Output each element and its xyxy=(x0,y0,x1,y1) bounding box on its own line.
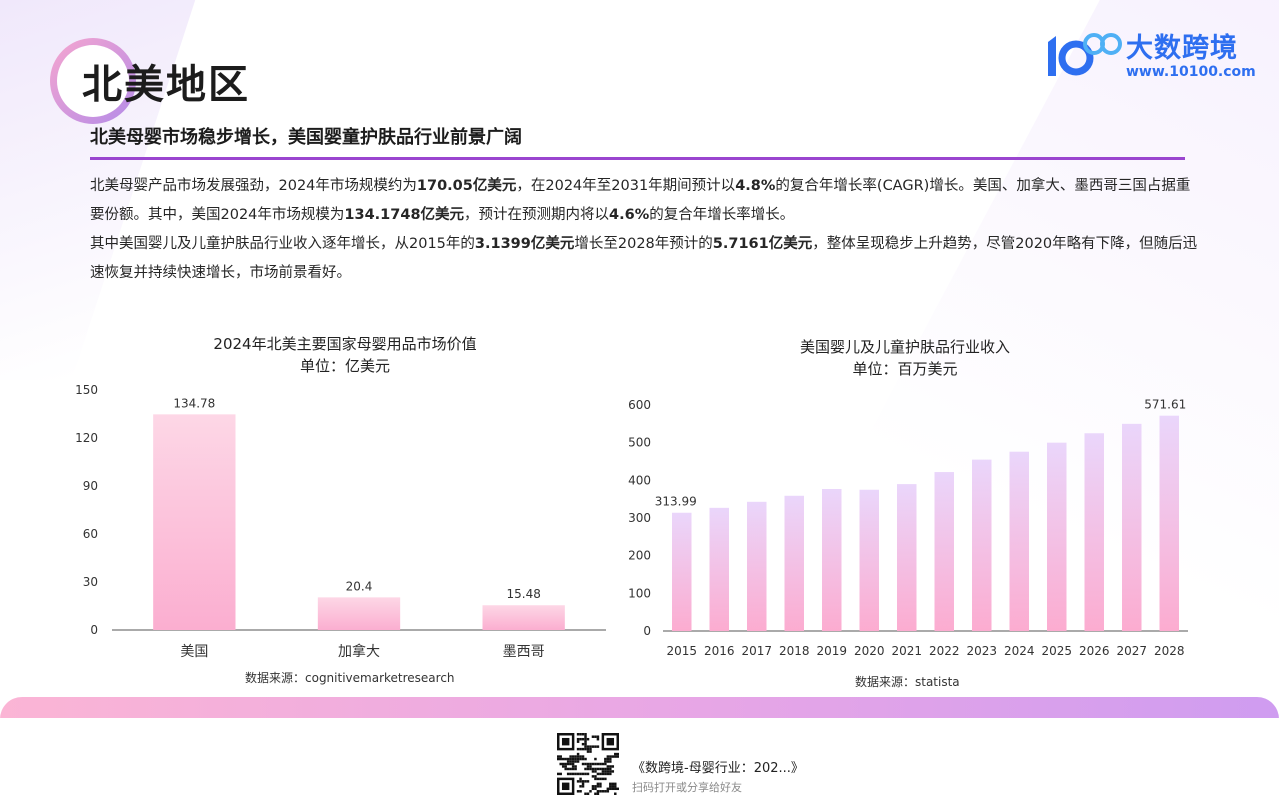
x-category-label: 2017 xyxy=(741,644,772,658)
x-category-label: 2016 xyxy=(704,644,735,658)
bar-墨西哥 xyxy=(482,605,565,630)
x-category-label: 2015 xyxy=(666,644,697,658)
section-subtitle: 北美母婴市场稳步增长，美国婴童护肤品行业前景广阔 xyxy=(90,127,522,148)
page-title: 北美地区 xyxy=(82,62,250,108)
bar-2020 xyxy=(859,489,879,631)
chart1-north-america-market: 0 30 60 90 120 150 美国 134.78 加拿大 20.4 墨西哥 15.48 xyxy=(75,383,606,660)
text-run: 增长至2028年预计的 xyxy=(574,236,713,252)
logo-name: 大数跨境 xyxy=(1126,33,1238,64)
bar-加拿大 xyxy=(317,597,401,630)
chart1-title: 2024年北美主要国家母婴用品市场价值 xyxy=(213,335,477,353)
bar-美国 xyxy=(153,414,236,630)
highlight-figure: 5.7161亿美元 xyxy=(712,236,813,252)
y-tick-label: 400 xyxy=(628,473,651,487)
text-run: ，预计在预测期内将以 xyxy=(464,207,610,223)
brand-logo[interactable]: 大数跨境 www.10100.com xyxy=(1040,24,1256,84)
x-category-label: 2021 xyxy=(891,644,922,658)
y-tick-label: 100 xyxy=(628,586,651,600)
paragraph-1: 北美母婴产品市场发展强劲，2024年市场规模约为170.05亿美元，在2024年… xyxy=(90,172,1200,230)
x-category-label: 墨西哥 xyxy=(503,644,545,660)
highlight-figure: 4.8% xyxy=(735,178,776,194)
bar-2024 xyxy=(1009,451,1029,631)
data-label: 15.48 xyxy=(506,587,540,601)
bar-2016 xyxy=(709,507,729,631)
data-label: 134.78 xyxy=(173,396,215,410)
x-category-label: 2026 xyxy=(1079,644,1110,658)
x-category-label: 2022 xyxy=(929,644,960,658)
x-category-label: 2027 xyxy=(1116,644,1147,658)
x-category-label: 2018 xyxy=(779,644,810,658)
bar-2019 xyxy=(822,488,842,631)
text-run: 的复合年增长率(CAGR)增长。美国、加拿大、墨西哥三国占据重要份额。其中，美国… xyxy=(90,178,1191,223)
bar-2018 xyxy=(784,495,804,631)
x-category-label: 2025 xyxy=(1041,644,1072,658)
y-tick-label: 150 xyxy=(75,383,98,397)
chart2-title-block: 美国婴儿及儿童护肤品行业收入 单位：百万美元 xyxy=(710,336,1100,380)
bar-2015 xyxy=(672,512,692,631)
chart2-us-skincare-revenue: 0 100 200 300 400 500 600 2015 313.99 2016 2017 201… xyxy=(628,398,1188,658)
y-tick-label: 200 xyxy=(628,549,651,563)
bar-2028 xyxy=(1159,415,1179,631)
text-run: ，在2024年至2031年期间预计以 xyxy=(516,178,736,194)
title-ring-decoration xyxy=(50,38,136,124)
highlight-figure: 4.6% xyxy=(609,207,650,223)
bar-2026 xyxy=(1084,433,1104,631)
y-tick-label: 0 xyxy=(643,624,651,638)
bar-2025 xyxy=(1047,442,1067,631)
chart1-unit: 单位：亿美元 xyxy=(299,357,390,375)
x-category-label: 美国 xyxy=(180,644,208,660)
share-hint: 扫码打开或分享给好友 xyxy=(632,781,742,794)
y-tick-label: 600 xyxy=(628,398,651,412)
chart1-source: 数据来源：cognitivemarketresearch xyxy=(245,671,455,685)
data-label: 20.4 xyxy=(346,579,373,593)
y-tick-label: 90 xyxy=(83,479,98,493)
bar-2027 xyxy=(1122,423,1142,631)
highlight-figure: 3.1399亿美元 xyxy=(474,236,575,252)
data-label: 313.99 xyxy=(655,495,697,509)
x-category-label: 2023 xyxy=(966,644,997,658)
y-tick-label: 500 xyxy=(628,436,651,450)
text-run: 北美母婴产品市场发展强劲，2024年市场规模约为 xyxy=(90,178,417,194)
bar-2023 xyxy=(972,459,992,631)
y-tick-label: 60 xyxy=(83,527,98,541)
x-category-label: 2019 xyxy=(816,644,847,658)
text-run: 的复合年增长率增长。 xyxy=(649,207,795,223)
data-label: 571.61 xyxy=(1144,398,1186,412)
x-category-label: 2024 xyxy=(1004,644,1035,658)
footer-panel xyxy=(0,718,1279,809)
logo-url[interactable]: www.10100.com xyxy=(1126,64,1256,80)
paragraph-2: 其中美国婴儿及儿童护肤品行业收入逐年增长，从2015年的3.1399亿美元增长至… xyxy=(90,230,1200,288)
qr-code-icon[interactable] xyxy=(557,733,619,795)
chart2-source: 数据来源：statista xyxy=(855,675,960,689)
chart1-title-block: 2024年北美主要国家母婴用品市场价值 单位：亿美元 xyxy=(150,333,540,377)
y-tick-label: 300 xyxy=(628,511,651,525)
chart2-unit: 单位：百万美元 xyxy=(852,360,958,378)
x-category-label: 2028 xyxy=(1154,644,1185,658)
body-text: 北美母婴产品市场发展强劲，2024年市场规模约为170.05亿美元，在2024年… xyxy=(90,172,1200,288)
y-tick-label: 0 xyxy=(90,623,98,637)
y-tick-label: 30 xyxy=(83,575,98,589)
x-category-label: 2020 xyxy=(854,644,885,658)
x-category-label: 加拿大 xyxy=(338,643,380,660)
bar-2021 xyxy=(897,484,917,631)
bar-2017 xyxy=(747,501,767,631)
text-run: ，整体呈现稳步上升趋势，尽管2020年略有下降，但随后迅速恢复并持续快速增长，市… xyxy=(90,236,1198,281)
highlight-figure: 170.05亿美元 xyxy=(416,178,517,194)
chart2-title: 美国婴儿及儿童护肤品行业收入 xyxy=(799,338,1010,356)
document-title[interactable]: 《数跨境-母婴行业：202...》 xyxy=(632,761,804,776)
highlight-figure: 134.1748亿美元 xyxy=(344,207,465,223)
y-tick-label: 120 xyxy=(75,431,98,445)
text-run: 其中美国婴儿及儿童护肤品行业收入逐年增长，从2015年的 xyxy=(90,236,475,252)
logo-mark-icon xyxy=(1048,33,1122,76)
bar-2022 xyxy=(934,472,954,631)
title-divider xyxy=(90,157,1185,160)
